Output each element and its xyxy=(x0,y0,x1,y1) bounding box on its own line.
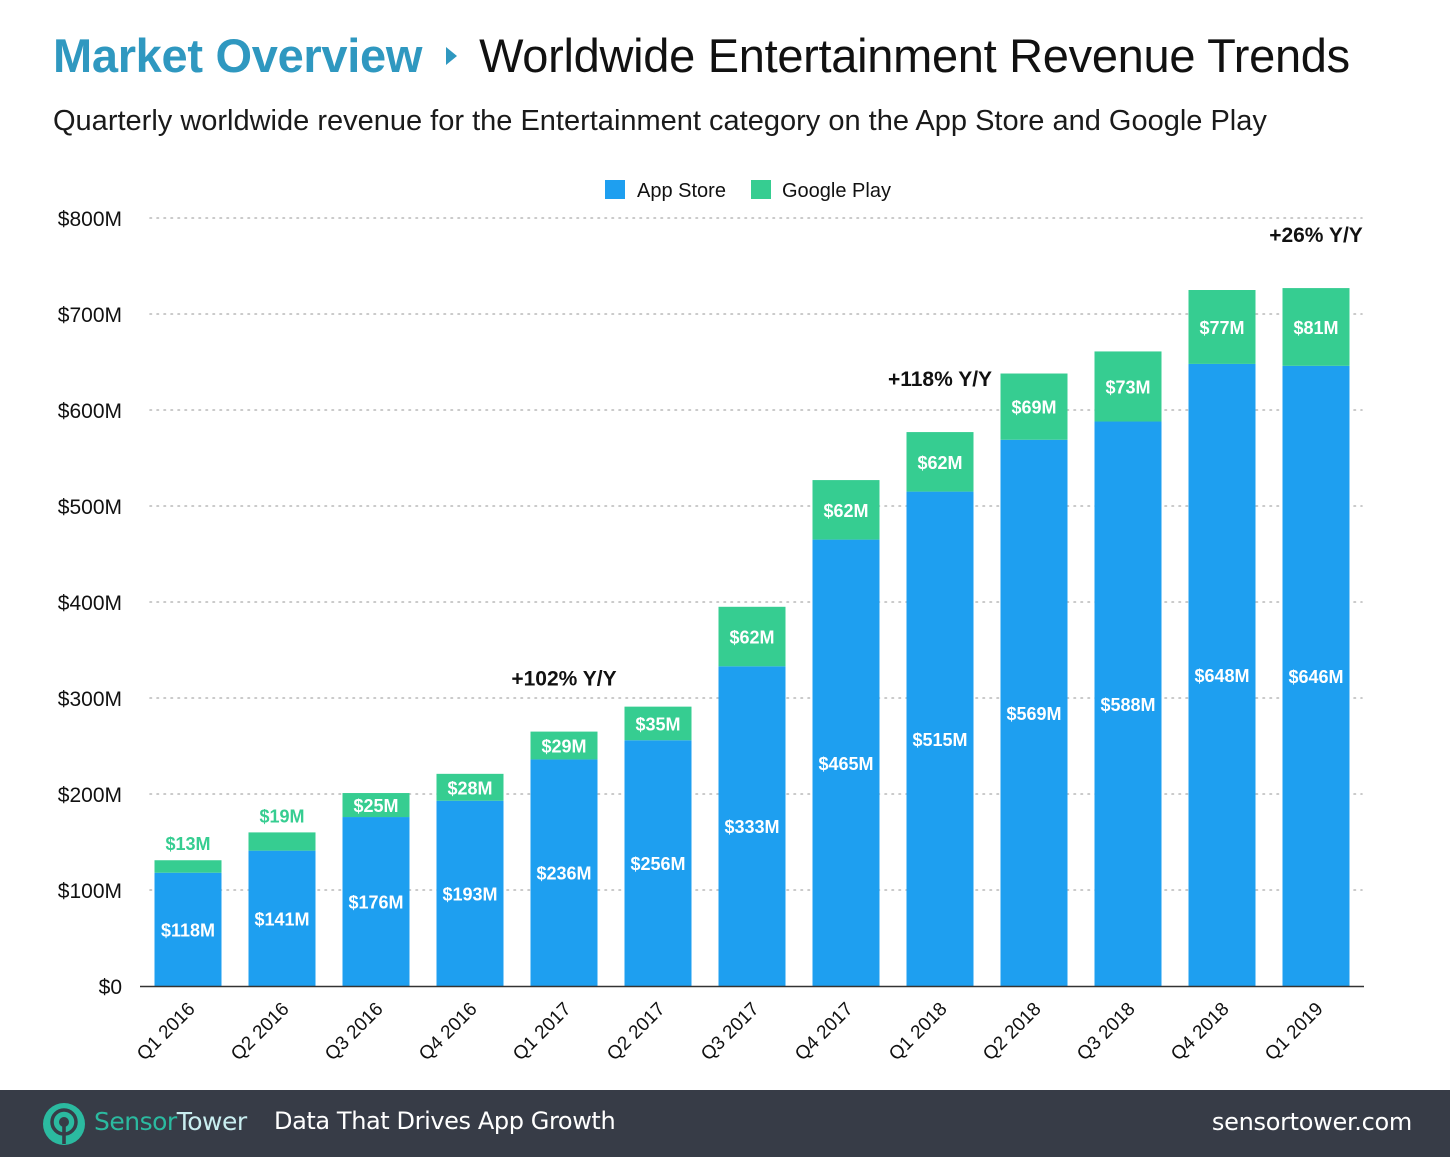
bar-app-store xyxy=(812,539,880,986)
data-label-google-play: $19M xyxy=(259,806,304,826)
sensortower-logo-icon xyxy=(43,1103,85,1145)
x-tick-label: Q3 2017 xyxy=(697,999,763,1065)
x-tick-label: Q1 2018 xyxy=(885,999,951,1065)
bar-google-play xyxy=(718,606,786,667)
data-label-app-store: $646M xyxy=(1288,667,1343,687)
bar-google-play xyxy=(248,832,316,851)
y-tick-label: $300M xyxy=(58,688,122,711)
data-label-app-store: $465M xyxy=(818,754,873,774)
x-tick-label: Q4 2018 xyxy=(1167,999,1233,1065)
bar-google-play xyxy=(624,706,692,741)
breadcrumb-arrow-icon xyxy=(446,46,458,65)
bar-google-play xyxy=(342,793,410,818)
bar-app-store xyxy=(530,759,598,986)
data-label-google-play: $81M xyxy=(1293,318,1338,338)
data-label-app-store: $569M xyxy=(1006,704,1061,724)
yoy-annotation: +26% Y/Y xyxy=(1269,224,1363,247)
data-label-app-store: $176M xyxy=(348,893,403,913)
bar-app-store xyxy=(342,817,410,986)
page-title: Worldwide Entertainment Revenue Trends xyxy=(479,29,1350,82)
data-label-google-play: $28M xyxy=(447,778,492,798)
legend-swatch-google-play xyxy=(751,180,771,199)
y-tick-label: $0 xyxy=(99,976,122,999)
data-label-google-play: $69M xyxy=(1011,398,1056,418)
x-tick-label: Q2 2016 xyxy=(227,999,293,1065)
data-label-app-store: $236M xyxy=(536,864,591,884)
data-label-app-store: $333M xyxy=(724,817,779,837)
bar-app-store xyxy=(624,740,692,986)
bar-app-store xyxy=(906,491,974,986)
website-link[interactable]: sensortower.com xyxy=(1211,1108,1412,1136)
data-label-app-store: $118M xyxy=(161,920,215,940)
legend-label-app-store: App Store xyxy=(637,180,726,202)
x-tick-label: Q1 2016 xyxy=(133,999,199,1065)
x-tick-label: Q2 2017 xyxy=(603,999,669,1065)
data-label-google-play: $35M xyxy=(635,714,680,734)
data-label-google-play: $29M xyxy=(541,737,586,757)
x-tick-label: Q4 2017 xyxy=(791,999,857,1065)
data-label-app-store: $588M xyxy=(1100,695,1155,715)
tagline: Data That Drives App Growth xyxy=(274,1107,616,1135)
data-label-google-play: $25M xyxy=(353,796,398,816)
bar-google-play xyxy=(436,773,504,801)
y-tick-label: $700M xyxy=(58,304,122,327)
data-label-google-play: $62M xyxy=(917,453,962,473)
bar-app-store xyxy=(1094,421,1162,986)
bar-app-store xyxy=(1188,363,1256,986)
bar-google-play xyxy=(1188,290,1256,364)
data-label-app-store: $648M xyxy=(1194,666,1249,686)
bar-app-store xyxy=(718,666,786,986)
x-tick-label: Q3 2016 xyxy=(321,999,387,1065)
y-tick-label: $100M xyxy=(58,880,122,903)
x-tick-label: Q4 2016 xyxy=(415,999,481,1065)
brand-name: SensorTower xyxy=(94,1107,247,1136)
x-tick-label: Q2 2018 xyxy=(979,999,1045,1065)
data-label-google-play: $62M xyxy=(823,501,868,521)
yoy-annotation: +102% Y/Y xyxy=(511,668,616,691)
y-tick-label: $600M xyxy=(58,400,122,423)
x-tick-label: Q3 2018 xyxy=(1073,999,1139,1065)
chart-title: Market Overview Worldwide Entertainment R… xyxy=(53,28,1350,83)
data-label-app-store: $515M xyxy=(912,730,967,750)
y-tick-label: $200M xyxy=(58,784,122,807)
legend-swatch-app-store xyxy=(605,180,625,199)
bar-google-play xyxy=(1094,351,1162,422)
bar-google-play xyxy=(1282,288,1350,366)
bar-google-play xyxy=(906,432,974,492)
data-label-google-play: $62M xyxy=(729,628,774,648)
bar-google-play xyxy=(812,480,880,540)
bar-google-play xyxy=(530,731,598,760)
data-label-google-play: $77M xyxy=(1199,318,1244,338)
data-label-google-play: $73M xyxy=(1105,377,1150,397)
chart-subtitle: Quarterly worldwide revenue for the Ente… xyxy=(53,105,1267,137)
data-label-app-store: $193M xyxy=(442,884,497,904)
y-tick-label: $400M xyxy=(58,592,122,615)
footer-bar: SensorTower Data That Drives App Growth … xyxy=(0,1090,1450,1157)
bar-google-play xyxy=(1000,373,1068,440)
bar-app-store xyxy=(436,800,504,986)
bar-google-play xyxy=(154,860,222,873)
breadcrumb-market-overview: Market Overview xyxy=(53,29,423,82)
yoy-annotation: +118% Y/Y xyxy=(888,368,992,391)
bar-app-store xyxy=(154,872,222,986)
data-label-app-store: $256M xyxy=(630,854,685,874)
bar-app-store xyxy=(1000,439,1068,986)
brand-part-tower: Tower xyxy=(176,1107,247,1136)
data-label-google-play: $13M xyxy=(165,834,210,854)
legend-label-google-play: Google Play xyxy=(782,180,891,202)
brand-part-sensor: Sensor xyxy=(94,1107,177,1136)
bar-app-store xyxy=(1282,365,1350,987)
y-tick-label: $800M xyxy=(58,208,122,231)
bar-app-store xyxy=(248,850,316,986)
x-tick-label: Q1 2019 xyxy=(1261,999,1327,1065)
x-tick-label: Q1 2017 xyxy=(509,999,575,1065)
data-label-app-store: $141M xyxy=(254,909,309,929)
stacked-bar-chart: $0 $100M $200M $300M $400M $500M $600M $700M $80… xyxy=(58,180,1364,1065)
y-tick-label: $500M xyxy=(58,496,122,519)
